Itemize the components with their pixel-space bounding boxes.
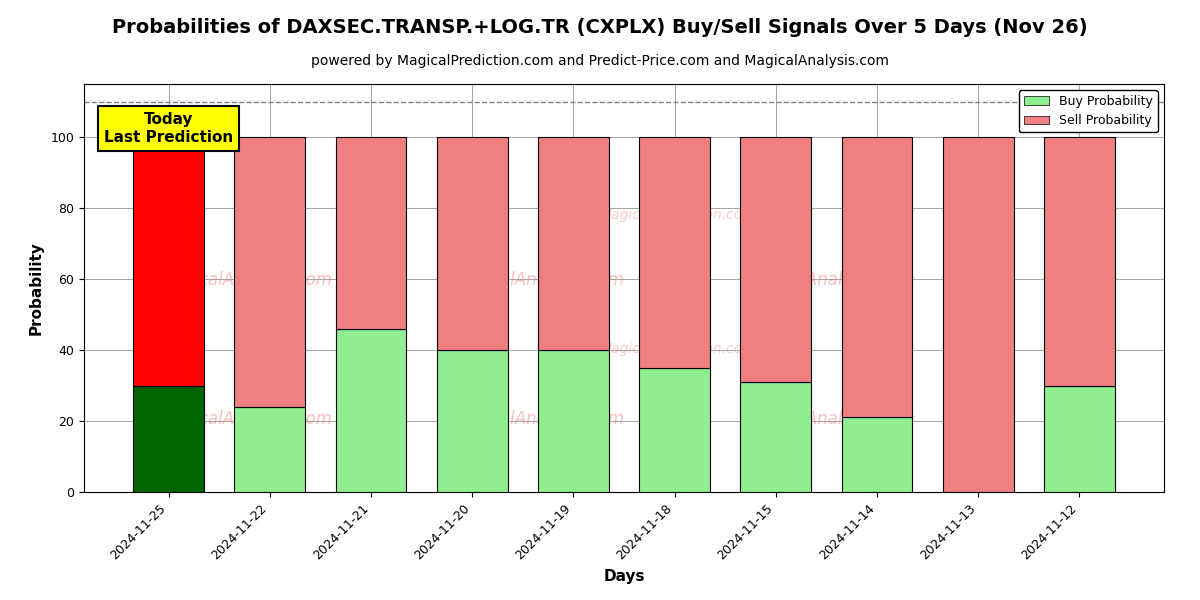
Bar bbox=[943, 137, 1014, 492]
Bar bbox=[336, 137, 407, 329]
Bar bbox=[336, 329, 407, 492]
Bar bbox=[538, 137, 608, 350]
Bar bbox=[133, 137, 204, 386]
Text: powered by MagicalPrediction.com and Predict-Price.com and MagicalAnalysis.com: powered by MagicalPrediction.com and Pre… bbox=[311, 54, 889, 68]
Text: Probabilities of DAXSEC.TRANSP.+LOG.TR (CXPLX) Buy/Sell Signals Over 5 Days (Nov: Probabilities of DAXSEC.TRANSP.+LOG.TR (… bbox=[112, 18, 1088, 37]
Bar bbox=[234, 407, 305, 492]
Bar bbox=[740, 382, 811, 492]
X-axis label: Days: Days bbox=[604, 569, 644, 584]
Text: MagicalAnalysis.com: MagicalAnalysis.com bbox=[451, 271, 624, 289]
Text: MagicalAnalysis.com: MagicalAnalysis.com bbox=[743, 271, 916, 289]
Legend: Buy Probability, Sell Probability: Buy Probability, Sell Probability bbox=[1019, 90, 1158, 133]
Bar bbox=[133, 386, 204, 492]
Bar bbox=[841, 137, 912, 418]
Bar bbox=[740, 137, 811, 382]
Bar bbox=[1044, 386, 1115, 492]
Text: MagicalAnalysis.com: MagicalAnalysis.com bbox=[160, 271, 332, 289]
Text: MagicalPrediction.com: MagicalPrediction.com bbox=[600, 208, 756, 221]
Bar bbox=[640, 137, 710, 368]
Bar bbox=[1044, 137, 1115, 386]
Text: Today
Last Prediction: Today Last Prediction bbox=[104, 112, 233, 145]
Bar bbox=[437, 137, 508, 350]
Y-axis label: Probability: Probability bbox=[29, 241, 43, 335]
Bar bbox=[538, 350, 608, 492]
Bar bbox=[234, 137, 305, 407]
Bar bbox=[640, 368, 710, 492]
Bar bbox=[437, 350, 508, 492]
Text: MagicalAnalysis.com: MagicalAnalysis.com bbox=[451, 410, 624, 428]
Text: MagicalAnalysis.com: MagicalAnalysis.com bbox=[743, 410, 916, 428]
Text: MagicalPrediction.com: MagicalPrediction.com bbox=[600, 342, 756, 356]
Bar bbox=[841, 418, 912, 492]
Text: MagicalAnalysis.com: MagicalAnalysis.com bbox=[160, 410, 332, 428]
